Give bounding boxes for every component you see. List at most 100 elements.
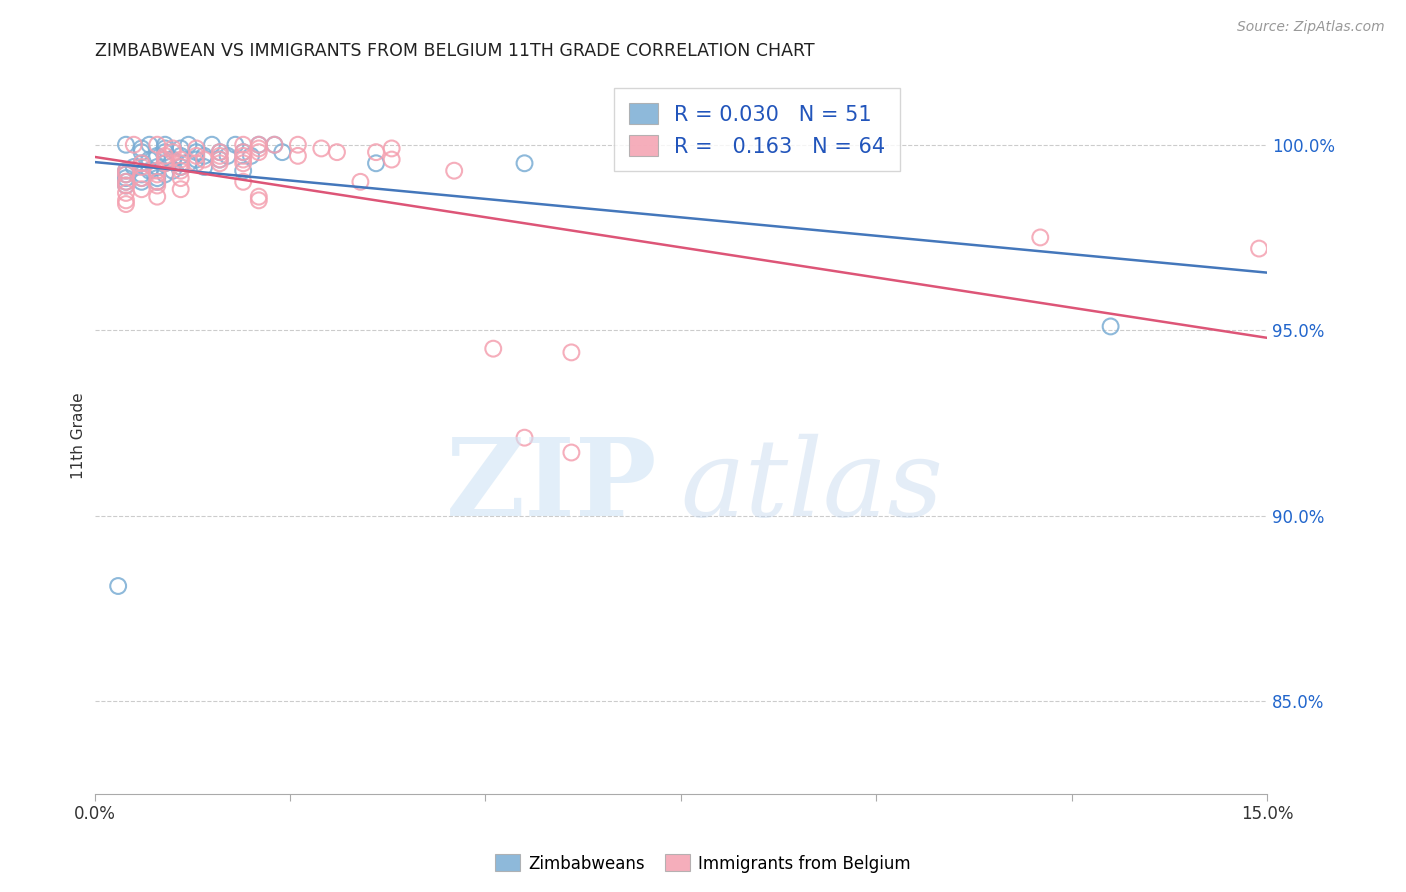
Point (1029, 230, 1052, 244)
Point (146, 160, 169, 174)
Point (170, 160, 193, 174)
Point (263, 137, 285, 152)
Point (170, 149, 193, 163)
Point (232, 163, 254, 178)
Point (146, 137, 169, 152)
Point (381, 141, 404, 155)
Point (170, 153, 193, 167)
Point (146, 149, 169, 163)
Point (131, 182, 153, 196)
Point (247, 145, 270, 160)
Point (177, 156, 200, 170)
Point (146, 171, 169, 186)
Point (115, 178, 138, 193)
Legend: R = 0.030   N = 51, R =   0.163   N = 64: R = 0.030 N = 51, R = 0.163 N = 64 (614, 88, 900, 171)
Point (162, 145, 184, 160)
Point (131, 156, 153, 170)
Point (153, 141, 176, 155)
Point (131, 156, 153, 170)
Point (326, 145, 349, 160)
Point (146, 189, 169, 203)
Point (560, 345, 582, 359)
Point (186, 141, 208, 155)
Point (247, 194, 270, 208)
Point (138, 163, 160, 178)
Point (146, 175, 169, 189)
Point (271, 145, 294, 160)
Point (170, 156, 193, 170)
Point (482, 342, 505, 356)
Point (208, 156, 231, 170)
Text: atlas: atlas (681, 434, 943, 539)
Point (153, 156, 176, 170)
Point (170, 141, 193, 155)
Point (263, 137, 285, 152)
Point (115, 186, 138, 200)
Point (115, 168, 138, 182)
Point (146, 178, 169, 193)
Point (513, 431, 536, 445)
Point (146, 168, 169, 182)
Point (186, 153, 208, 167)
Point (247, 141, 270, 155)
Point (162, 163, 184, 178)
Point (153, 156, 176, 170)
Point (131, 175, 153, 189)
Point (208, 145, 231, 160)
Point (170, 160, 193, 174)
Y-axis label: 11th Grade: 11th Grade (72, 392, 86, 479)
Point (122, 160, 145, 174)
Point (186, 156, 208, 170)
Point (138, 137, 160, 152)
Point (162, 141, 184, 155)
Point (513, 156, 536, 170)
Text: Source: ZipAtlas.com: Source: ZipAtlas.com (1237, 20, 1385, 34)
Point (217, 149, 239, 163)
Point (115, 178, 138, 193)
Point (122, 137, 145, 152)
Point (232, 145, 254, 160)
Point (153, 149, 176, 163)
Point (146, 163, 169, 178)
Point (193, 160, 215, 174)
Point (138, 153, 160, 167)
Point (247, 137, 270, 152)
Point (232, 149, 254, 163)
Point (170, 163, 193, 178)
Legend: Zimbabweans, Immigrants from Belgium: Zimbabweans, Immigrants from Belgium (488, 847, 918, 880)
Point (208, 149, 231, 163)
Point (232, 137, 254, 152)
Point (115, 137, 138, 152)
Point (232, 175, 254, 189)
Point (177, 137, 200, 152)
Point (311, 141, 333, 155)
Point (153, 137, 176, 152)
Point (170, 171, 193, 186)
Point (381, 153, 404, 167)
Point (131, 145, 153, 160)
Point (107, 579, 129, 593)
Point (224, 137, 246, 152)
Point (115, 163, 138, 178)
Point (247, 189, 270, 203)
Point (115, 194, 138, 208)
Point (153, 168, 176, 182)
Point (232, 153, 254, 167)
Point (131, 171, 153, 186)
Point (287, 149, 309, 163)
Point (201, 137, 224, 152)
Point (170, 182, 193, 196)
Point (131, 141, 153, 155)
Point (115, 163, 138, 178)
Point (186, 145, 208, 160)
Point (193, 153, 215, 167)
Point (131, 171, 153, 186)
Point (364, 145, 387, 160)
Point (232, 156, 254, 170)
Text: ZIP: ZIP (446, 433, 658, 539)
Point (247, 137, 270, 152)
Point (1249, 242, 1271, 256)
Point (115, 168, 138, 182)
Point (146, 175, 169, 189)
Point (115, 197, 138, 211)
